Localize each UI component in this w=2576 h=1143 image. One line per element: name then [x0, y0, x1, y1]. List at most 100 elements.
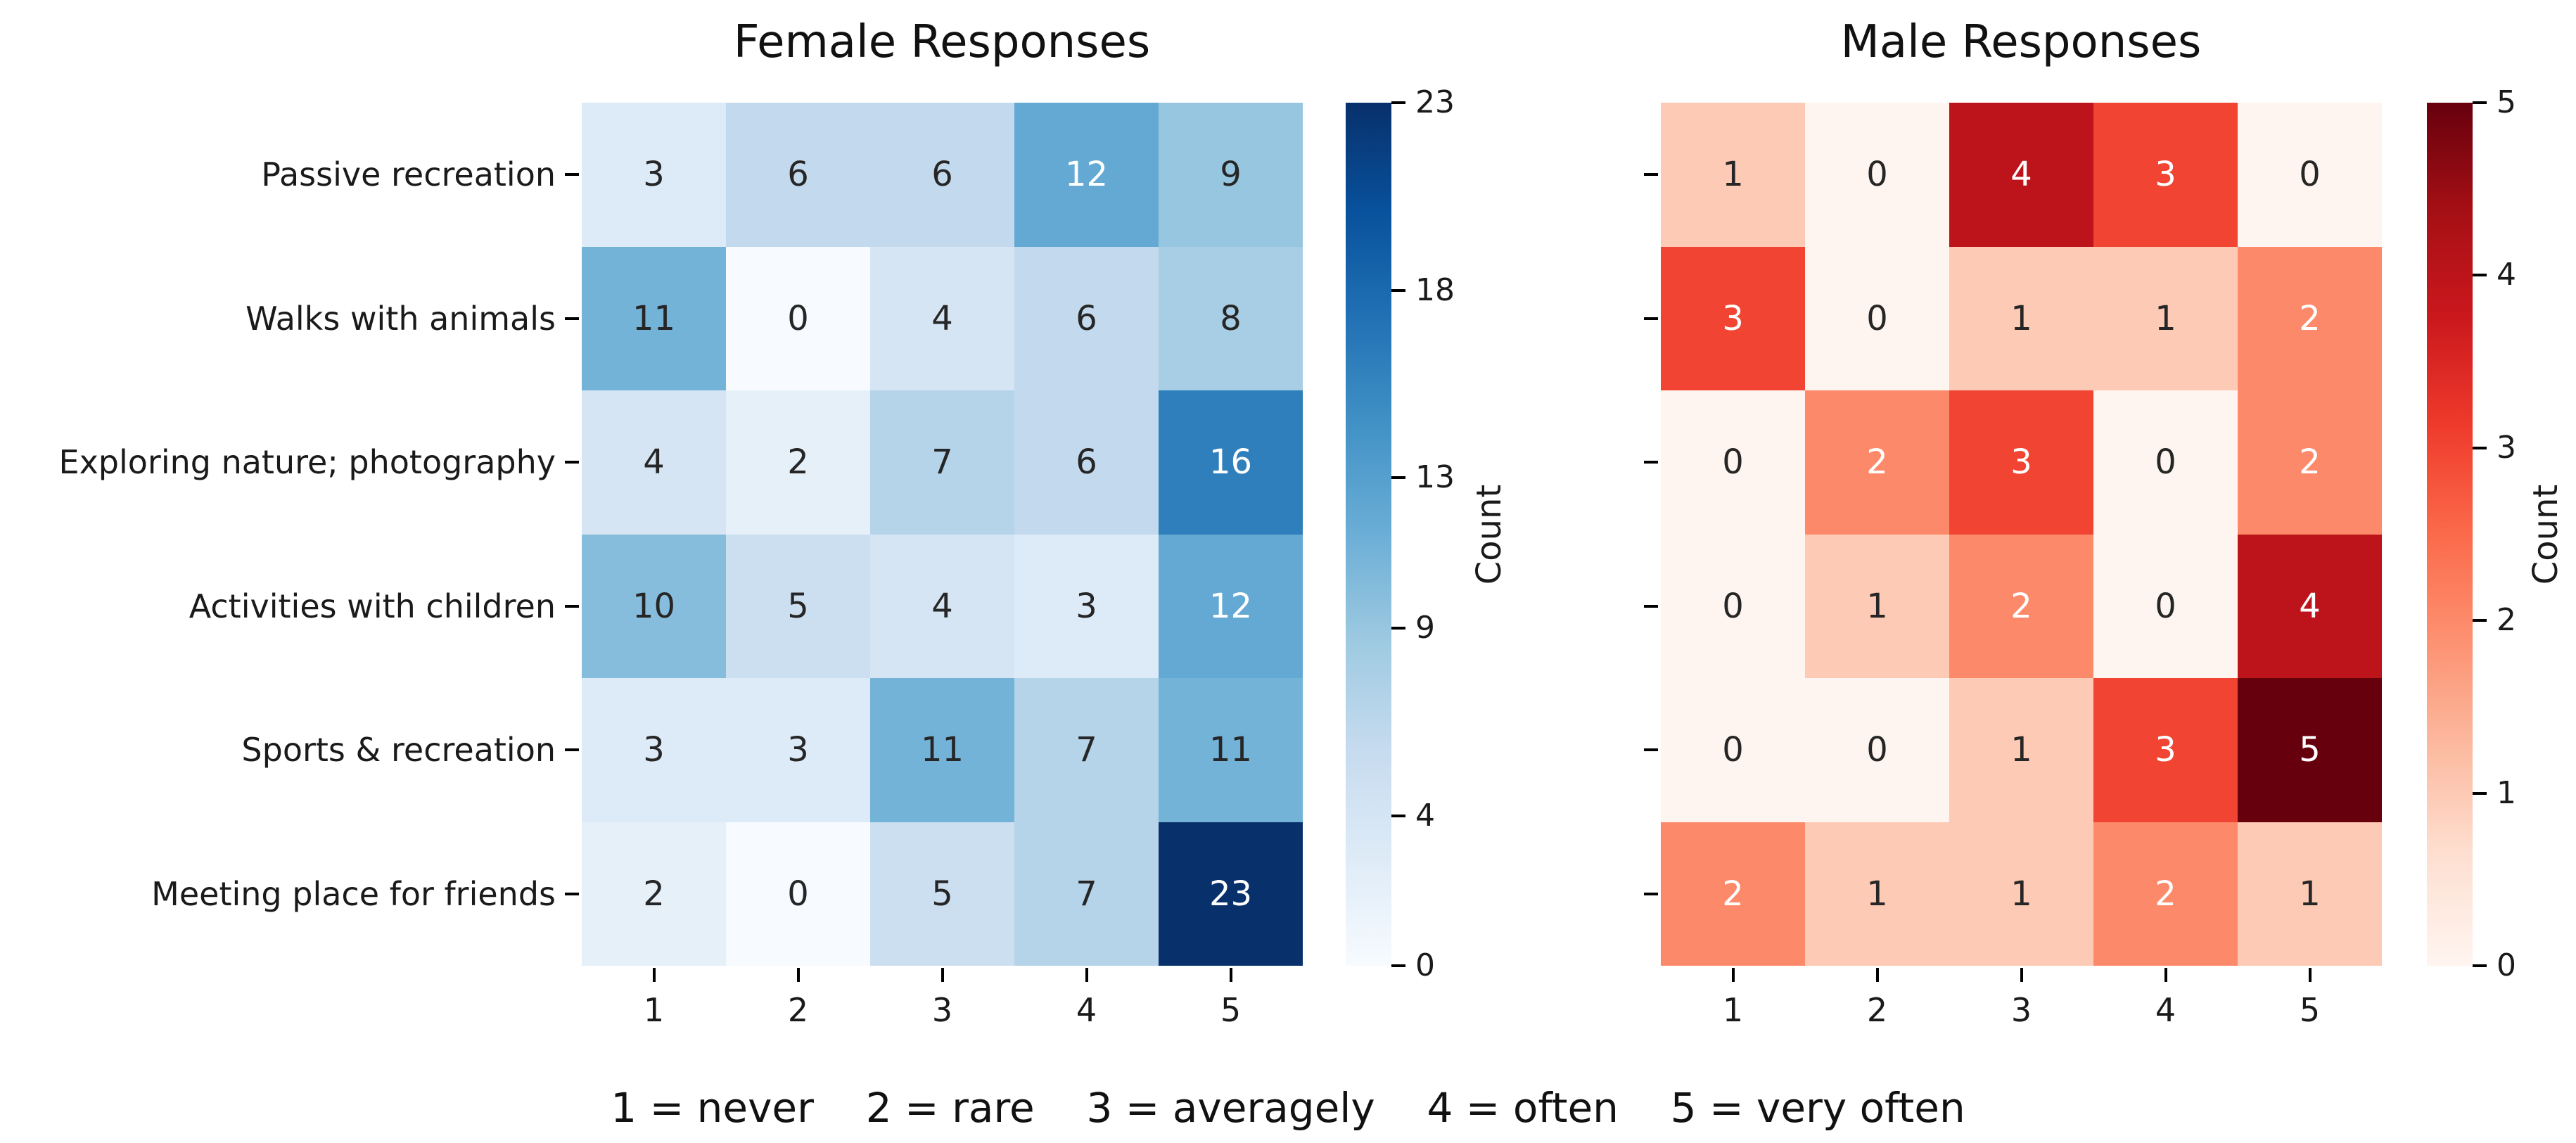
heatmap-cell: 2 — [1805, 390, 1949, 535]
cell-value: 6 — [931, 155, 953, 195]
colorbar-tick-label: 0 — [2497, 947, 2516, 983]
x-tick-label: 2 — [787, 991, 809, 1029]
cell-value: 3 — [1076, 586, 1097, 626]
cell-value: 1 — [2299, 874, 2321, 914]
heatmap-cell: 1 — [1661, 103, 1805, 247]
cell-value: 2 — [2010, 586, 2032, 626]
cell-value: 0 — [1866, 730, 1888, 770]
heatmap-cell: 5 — [870, 822, 1014, 966]
cell-value: 0 — [1866, 155, 1888, 195]
heatmap-cell: 3 — [1014, 534, 1159, 678]
colorbar-tick-mark — [1391, 101, 1405, 104]
heatmap-cell: 1 — [2093, 246, 2238, 390]
female-chart-title: Female Responses — [733, 16, 1151, 68]
cell-value: 0 — [1722, 586, 1744, 626]
heatmap-cell: 2 — [582, 822, 726, 966]
heatmap-cell: 4 — [2238, 534, 2382, 678]
heatmap-cell: 2 — [2238, 390, 2382, 535]
colorbar-tick-label: 13 — [1415, 459, 1455, 496]
cell-value: 1 — [1866, 586, 1888, 626]
cell-value: 1 — [1722, 155, 1744, 195]
colorbar-tick-label: 23 — [1415, 84, 1455, 120]
cell-value: 4 — [643, 442, 665, 483]
heatmap-cell: 12 — [1159, 534, 1303, 678]
heatmap-cell: 7 — [1014, 822, 1159, 966]
cell-value: 0 — [1722, 442, 1744, 483]
x-tick-mark — [941, 968, 944, 982]
y-tick-mark — [565, 604, 579, 608]
cell-value: 3 — [2155, 155, 2176, 195]
heatmap-cell: 4 — [582, 390, 726, 535]
heatmap-cell: 3 — [2093, 678, 2238, 822]
heatmap-cell: 6 — [1014, 390, 1159, 535]
cell-value: 12 — [1064, 155, 1109, 195]
heatmap-cell: 8 — [1159, 246, 1303, 390]
male-chart-title: Male Responses — [1840, 16, 2202, 68]
x-tick-label: 2 — [1866, 991, 1888, 1029]
cell-value: 5 — [2299, 730, 2321, 770]
cell-value: 2 — [1722, 874, 1744, 914]
heatmap-cell: 3 — [582, 678, 726, 822]
heatmap-cell: 0 — [726, 822, 870, 966]
cell-value: 6 — [1076, 442, 1097, 483]
scale-legend-caption: 1 = never 2 = rare 3 = averagely 4 = oft… — [611, 1084, 1965, 1132]
cell-value: 16 — [1209, 442, 1253, 483]
heatmap-cell: 5 — [2238, 678, 2382, 822]
cell-value: 0 — [1866, 298, 1888, 338]
heatmap-cell: 1 — [1949, 822, 2093, 966]
colorbar-tick-mark — [2473, 791, 2487, 795]
cell-value: 0 — [1722, 730, 1744, 770]
heatmap-cell: 1 — [1949, 678, 2093, 822]
cell-value: 6 — [787, 155, 809, 195]
x-tick-mark — [2020, 968, 2023, 982]
x-tick-label: 3 — [931, 991, 953, 1029]
colorbar-tick-mark — [2473, 446, 2487, 449]
x-tick-mark — [652, 968, 656, 982]
y-tick-mark — [1644, 461, 1658, 464]
cell-value: 3 — [787, 730, 809, 770]
heatmap-cell: 9 — [1159, 103, 1303, 247]
heatmap-cell: 2 — [726, 390, 870, 535]
heatmap-cell: 2 — [2238, 246, 2382, 390]
x-tick-mark — [2308, 968, 2312, 982]
row-label: Meeting place for friends — [151, 874, 556, 913]
cell-value: 7 — [931, 442, 953, 483]
colorbar-tick-label: 1 — [2497, 774, 2516, 811]
heatmap-cell: 11 — [1159, 678, 1303, 822]
heatmap-cell: 5 — [726, 534, 870, 678]
cell-value: 3 — [643, 730, 665, 770]
cell-value: 2 — [1866, 442, 1888, 483]
x-tick-mark — [1229, 968, 1232, 982]
heatmap-cell: 11 — [870, 678, 1014, 822]
colorbar-tick-mark — [1391, 626, 1405, 630]
heatmap-cell: 4 — [1949, 103, 2093, 247]
heatmap-cell: 0 — [1661, 678, 1805, 822]
x-tick-label: 5 — [1220, 991, 1242, 1029]
colorbar-label: Count — [1469, 484, 1509, 585]
row-label: Activities with children — [189, 587, 556, 625]
colorbar-tick-label: 0 — [1415, 947, 1435, 983]
x-tick-mark — [2164, 968, 2167, 982]
x-tick-label: 4 — [1076, 991, 1097, 1029]
cell-value: 0 — [2155, 442, 2176, 483]
x-tick-label: 1 — [643, 991, 665, 1029]
heatmap-cell: 6 — [1014, 246, 1159, 390]
colorbar-tick-mark — [1391, 476, 1405, 480]
colorbar-tick-mark — [1391, 288, 1405, 292]
cell-value: 2 — [643, 874, 665, 914]
cell-value: 11 — [632, 298, 676, 338]
colorbar-tick-label: 5 — [2497, 84, 2516, 120]
heatmap-cell: 1 — [1805, 534, 1949, 678]
cell-value: 2 — [2299, 442, 2321, 483]
female-colorbar — [1346, 103, 1391, 966]
male-heatmap-grid: 1 0 4 3 0 3 0 1 1 2 0 2 3 0 2 0 1 2 0 4 0 0 1 3 5 2 1 1 2 1 — [1661, 103, 2382, 966]
row-label: Walks with animals — [246, 299, 556, 338]
cell-value: 2 — [2299, 298, 2321, 338]
heatmap-cell: 6 — [870, 103, 1014, 247]
cell-value: 4 — [2010, 155, 2032, 195]
heatmap-cell: 3 — [1949, 390, 2093, 535]
cell-value: 1 — [1866, 874, 1888, 914]
cell-value: 8 — [1220, 298, 1242, 338]
cell-value: 4 — [2299, 586, 2321, 626]
